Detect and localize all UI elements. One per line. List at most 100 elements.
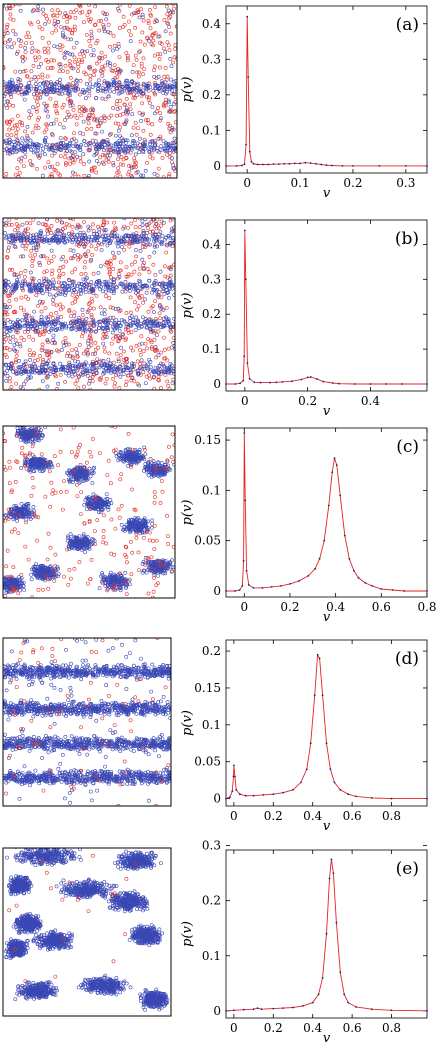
- particle: [121, 367, 126, 372]
- particle: [142, 231, 147, 236]
- particle: [48, 371, 53, 376]
- particle: [82, 265, 87, 270]
- particle: [3, 339, 7, 344]
- particle: [66, 37, 71, 42]
- particle: [117, 275, 122, 279]
- particle: [155, 348, 160, 353]
- particle: [67, 545, 72, 549]
- particle: [127, 144, 132, 149]
- particle: [7, 347, 12, 352]
- particle: [83, 271, 88, 276]
- particle: [45, 349, 49, 354]
- particle: [68, 148, 73, 153]
- particle: [68, 140, 72, 145]
- particle: [166, 21, 171, 26]
- particle: [7, 137, 12, 142]
- particle: [58, 307, 63, 312]
- particle: [145, 285, 150, 290]
- particle: [172, 166, 177, 171]
- particle: [78, 79, 83, 83]
- particle: [39, 231, 44, 236]
- particle: [36, 75, 41, 80]
- particle: [110, 318, 115, 323]
- particle: [145, 528, 150, 532]
- particle: [118, 353, 123, 358]
- particle: [24, 220, 29, 225]
- particle: [19, 514, 24, 519]
- particle: [102, 29, 107, 34]
- particle: [146, 461, 150, 466]
- particle: [153, 83, 157, 87]
- particle: [26, 501, 31, 506]
- particle: [162, 18, 167, 22]
- particle: [121, 162, 126, 167]
- particle: [86, 224, 91, 229]
- particle: [69, 37, 73, 42]
- particle: [144, 346, 149, 351]
- particle: [37, 366, 42, 371]
- particle: [35, 322, 40, 326]
- particle: [38, 287, 43, 292]
- particle: [16, 232, 20, 237]
- particle: [20, 136, 25, 141]
- particle: [33, 252, 38, 257]
- particle: [68, 15, 73, 20]
- particle: [145, 85, 150, 90]
- particle: [151, 288, 156, 293]
- particle: [169, 368, 174, 373]
- particle: [91, 501, 96, 506]
- particle: [38, 95, 43, 100]
- particle: [76, 386, 81, 390]
- particle: [103, 583, 108, 588]
- particle: [7, 218, 12, 222]
- particle: [53, 367, 58, 372]
- particle: [83, 550, 87, 554]
- particle: [42, 137, 47, 142]
- particle: [58, 77, 62, 82]
- particle: [60, 322, 65, 327]
- particle: [25, 376, 30, 381]
- particle: [25, 74, 29, 79]
- particle: [3, 310, 7, 314]
- particle: [171, 163, 176, 168]
- particle: [35, 151, 40, 156]
- particle: [85, 276, 89, 280]
- particle: [32, 284, 37, 288]
- particle: [51, 13, 55, 18]
- particle: [172, 136, 177, 141]
- particle: [27, 452, 32, 457]
- scatter-panel-2: [2, 217, 176, 391]
- particle: [63, 281, 68, 286]
- particle: [45, 384, 50, 389]
- particle: [171, 79, 176, 84]
- particle: [27, 35, 32, 40]
- particle: [156, 374, 161, 379]
- particle: [167, 25, 172, 30]
- particle: [82, 327, 87, 332]
- particle: [166, 296, 171, 300]
- particle: [47, 355, 52, 360]
- particle: [146, 317, 151, 322]
- particle: [24, 41, 28, 46]
- particle: [152, 111, 157, 116]
- particle: [161, 286, 166, 291]
- particle: [104, 17, 109, 22]
- particle: [157, 57, 162, 61]
- particle: [162, 264, 167, 269]
- particle: [136, 74, 141, 79]
- particle: [157, 304, 162, 309]
- particle: [99, 116, 104, 121]
- particle: [131, 138, 136, 143]
- particle: [3, 94, 7, 99]
- particle: [4, 305, 9, 310]
- particle: [82, 173, 87, 178]
- particle: [57, 240, 62, 245]
- particle: [96, 242, 101, 247]
- particle: [8, 16, 13, 21]
- particle: [141, 518, 146, 522]
- particle: [133, 286, 138, 291]
- particle: [84, 476, 88, 481]
- particle: [95, 235, 100, 240]
- particle: [97, 19, 102, 24]
- particle: [73, 283, 78, 288]
